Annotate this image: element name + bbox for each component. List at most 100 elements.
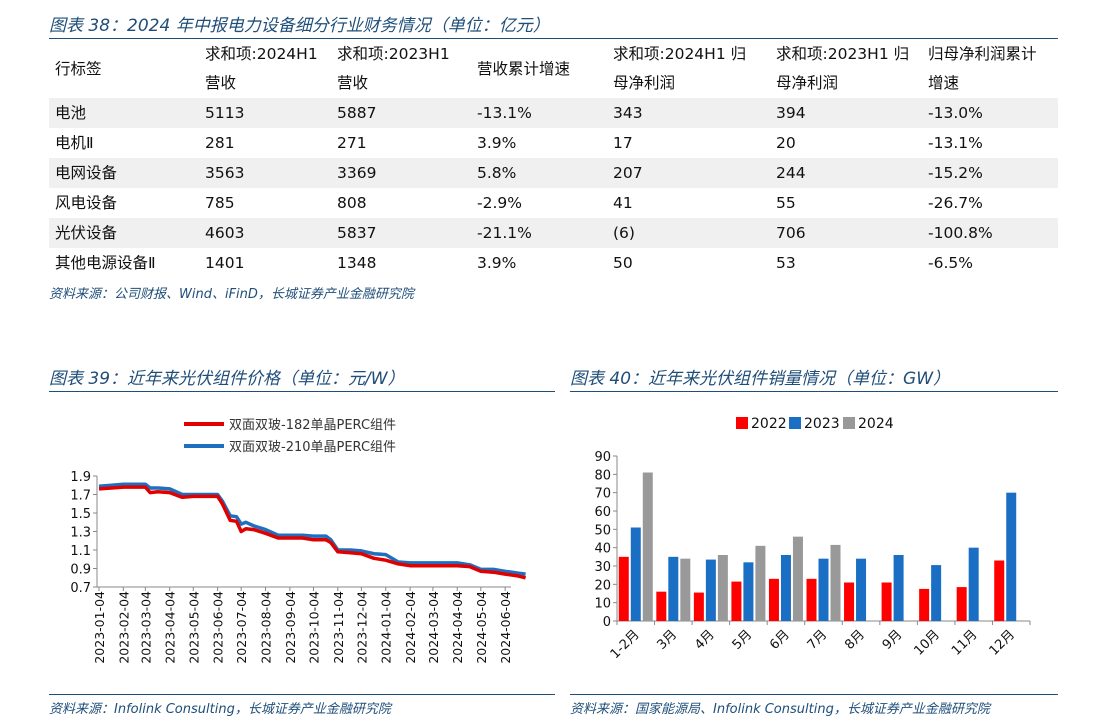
category-label: 1-2月	[608, 627, 643, 662]
y-tick-label: 30	[594, 560, 611, 575]
row-label-cell: 电机Ⅱ	[55, 134, 94, 152]
y-tick-label: 60	[594, 505, 611, 520]
y-tick-label: 0.9	[70, 563, 91, 578]
value-cell: 53	[776, 254, 796, 272]
header-cell: 营收累计增速	[477, 59, 571, 78]
y-tick-label: 1.9	[70, 470, 91, 485]
header-cell: 求和项:2023H1 营收	[337, 45, 450, 92]
row-label-cell: 其他电源设备Ⅱ	[55, 254, 156, 272]
x-tick-label: 2024-05-04	[474, 591, 489, 664]
y-tick-label: 1.1	[70, 544, 91, 559]
value-cell: 50	[613, 254, 633, 272]
bar	[717, 555, 728, 621]
header-cell: 归母净利润累计 增速	[928, 45, 1037, 92]
category-label: 4月	[692, 627, 718, 653]
value-cell: -100.8%	[922, 218, 1058, 248]
table-caption: 图表 38：2024 年中报电力设备细分行业财务情况（单位：亿元）	[49, 16, 550, 36]
value-cell: 41	[613, 194, 633, 212]
header-cell: 求和项:2023H1 归母净利润	[776, 45, 910, 92]
value-cell: -13.1%	[928, 134, 983, 152]
value-cell: 4603	[199, 218, 331, 248]
x-tick-label: 2023-01-04	[92, 591, 107, 664]
bar	[919, 588, 930, 621]
series-line	[98, 485, 527, 580]
left-chart-source: 资料来源：Infolink Consulting，长城证券产业金融研究院	[49, 702, 391, 717]
value-cell: 281	[205, 134, 235, 152]
value-cell: 207	[607, 158, 770, 188]
y-tick-label: 40	[594, 542, 611, 557]
header-cell: 行标签	[55, 59, 102, 78]
value-cell: 706	[770, 218, 922, 248]
value-cell: -6.5%	[928, 254, 973, 272]
x-tick-label: 2024-03-04	[426, 591, 441, 664]
table-row: 风电设备 785 808 -2.9% 41 55 -26.7%	[49, 188, 1058, 218]
value-cell: 343	[607, 98, 770, 128]
bar	[768, 578, 779, 621]
x-tick-label: 2023-08-04	[259, 591, 274, 664]
bar	[968, 547, 979, 621]
left-chart-bottom-rule	[49, 694, 555, 695]
table-caption-rule	[49, 38, 1058, 39]
value-cell: 20	[776, 134, 796, 152]
y-tick-label: 90	[594, 450, 611, 465]
x-tick-label: 2023-05-04	[186, 591, 201, 664]
right-chart-bottom-rule	[570, 694, 1058, 695]
value-cell: 5113	[199, 98, 331, 128]
y-tick-label: 80	[594, 468, 611, 483]
value-cell: 3.9%	[477, 134, 517, 152]
table-row: 电机Ⅱ 281 271 3.9% 17 20 -13.1%	[49, 128, 1058, 158]
bar	[881, 582, 892, 621]
table-row: 光伏设备 4603 5837 -21.1% (6) 706 -100.8%	[49, 218, 1058, 248]
category-label: 6月	[767, 627, 793, 653]
bar	[994, 560, 1005, 621]
bar	[755, 545, 766, 621]
value-cell: 1348	[337, 254, 377, 272]
category-label: 3月	[654, 627, 680, 653]
x-tick-label: 2023-04-04	[163, 591, 178, 664]
bar	[818, 558, 829, 621]
y-tick-label: 20	[594, 578, 611, 593]
header-cell: 求和项:2024H1 归母净利润	[613, 45, 747, 92]
header-cell: 求和项:2024H1 营收	[205, 45, 318, 92]
value-cell: 785	[205, 194, 235, 212]
value-cell: 271	[337, 134, 367, 152]
value-cell: -15.2%	[922, 158, 1058, 188]
right-chart-caption-rule	[570, 391, 1058, 392]
category-label: 5月	[730, 627, 756, 653]
x-tick-label: 2023-06-04	[211, 591, 226, 664]
table-row: 电网设备 3563 3369 5.8% 207 244 -15.2%	[49, 158, 1058, 188]
value-cell: -13.1%	[471, 98, 607, 128]
bar	[668, 556, 679, 621]
left-chart-caption-rule	[49, 391, 555, 392]
bar	[830, 544, 841, 621]
table-header-row: 行标签 求和项:2024H1 营收 求和项:2023H1 营收 营收累计增速 求和项…	[49, 40, 1058, 98]
category-label: 8月	[842, 627, 868, 653]
bar	[780, 555, 791, 621]
x-tick-label: 2023-12-04	[354, 591, 369, 664]
legend-label: 双面双玻-182单晶PERC组件	[229, 418, 396, 433]
right-chart-source: 资料来源：国家能源局、Infolink Consulting，长城证券产业金融研…	[570, 702, 990, 717]
y-tick-label: 1.5	[70, 507, 91, 522]
category-label: 10月	[911, 627, 942, 658]
y-tick-label: 10	[594, 597, 611, 612]
y-tick-label: 0	[603, 615, 611, 630]
left-chart-caption: 图表 39：近年来光伏组件价格（单位：元/W）	[49, 369, 405, 389]
legend-label: 2022	[751, 416, 787, 432]
x-tick-label: 2023-03-04	[138, 591, 153, 664]
value-cell: 17	[613, 134, 633, 152]
legend-swatch	[843, 417, 855, 429]
legend-swatch	[789, 417, 801, 429]
value-cell: 1401	[205, 254, 245, 272]
category-label: 12月	[987, 627, 1018, 658]
value-cell: (6)	[607, 218, 770, 248]
y-tick-label: 70	[594, 487, 611, 502]
category-label: 9月	[880, 627, 906, 653]
x-tick-label: 2023-02-04	[116, 591, 131, 664]
bar	[844, 582, 855, 621]
value-cell: 394	[770, 98, 922, 128]
y-tick-label: 50	[594, 523, 611, 538]
row-label-cell: 电网设备	[49, 158, 199, 188]
value-cell: 244	[770, 158, 922, 188]
x-tick-label: 2023-09-04	[283, 591, 298, 664]
x-tick-label: 2024-06-04	[498, 591, 513, 664]
